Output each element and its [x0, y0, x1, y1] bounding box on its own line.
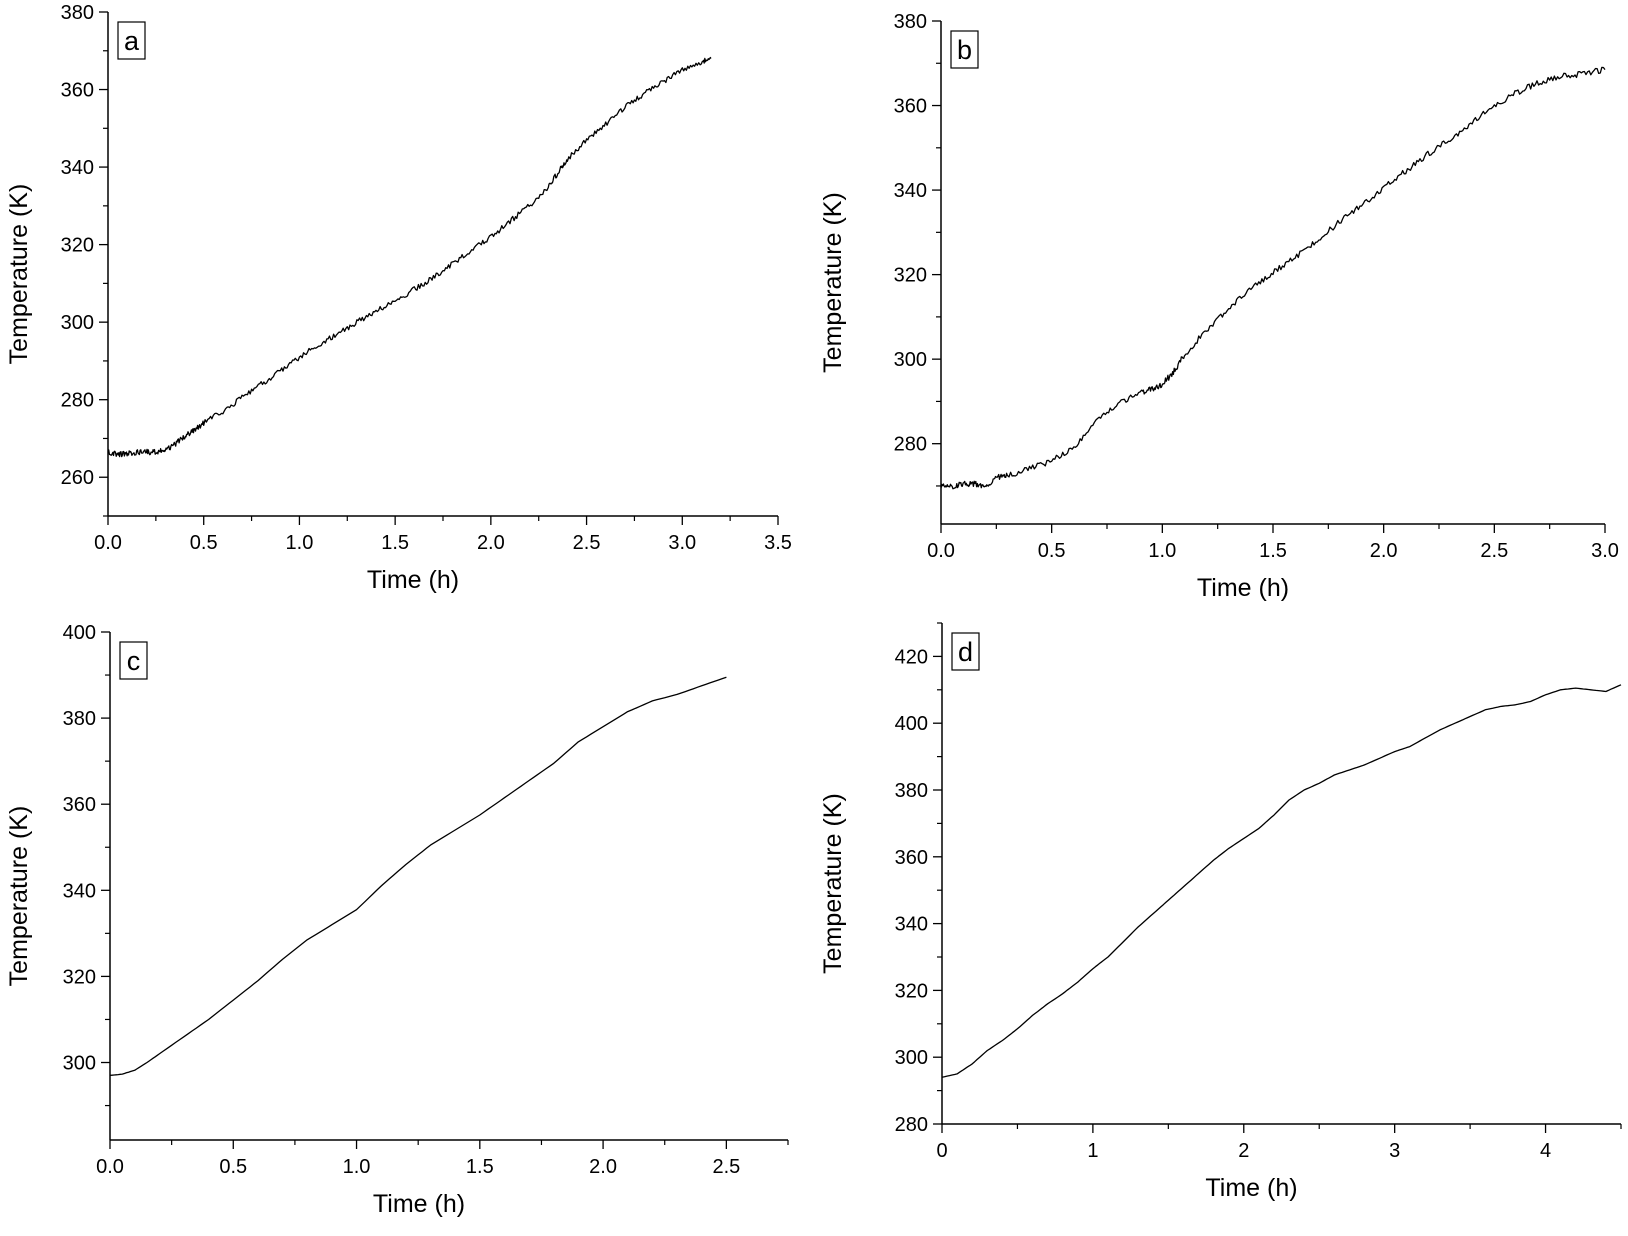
panel-label-box	[117, 21, 146, 60]
y-tick-label: 360	[63, 794, 96, 816]
x-tick-label: 3.5	[764, 532, 792, 554]
x-tick-label: 0	[936, 1140, 947, 1162]
y-tick-label: 340	[894, 180, 927, 202]
chart-svg: 0 1 2 3 4 280 300 320 340 360 380 400 420 Time (h) Tem…	[819, 622, 1622, 1202]
x-tick-label: 0.0	[94, 532, 122, 554]
y-tick-label: 360	[61, 80, 94, 102]
x-tick-label: 0.0	[96, 1156, 124, 1178]
panel-c: 0.0 0.5 1.0 1.5 2.0 2.5 300 320 340 360 380 400 Time…	[0, 615, 814, 1231]
x-tick-label: 2.5	[712, 1156, 740, 1178]
y-tick-label: 380	[61, 2, 94, 24]
panel-label-box	[951, 632, 980, 671]
panel-d: 0 1 2 3 4 280 300 320 340 360 380 400 420 Time (h) Tem…	[814, 615, 1628, 1231]
x-axis-label: Time (h)	[1205, 1174, 1297, 1202]
series-line-0	[941, 684, 1622, 1078]
x-tick-label: 1.5	[1259, 540, 1287, 562]
series-line-0	[940, 66, 1606, 490]
y-tick-label: 380	[895, 780, 928, 802]
panel-a: 0.0 0.5 1.0 1.5 2.0 2.5 3.0 3.5 260 280 300 320 340 3…	[0, 0, 814, 610]
y-tick-label: 420	[895, 646, 928, 668]
panel-label: a	[124, 26, 140, 56]
x-tick-label: 2.0	[589, 1156, 617, 1178]
y-tick-label: 280	[895, 1114, 928, 1136]
x-tick-label: 3	[1389, 1140, 1400, 1162]
y-tick-label: 320	[63, 966, 96, 988]
y-tick-label: 380	[63, 708, 96, 730]
y-tick-label: 400	[895, 713, 928, 735]
x-tick-label: 1.0	[286, 532, 314, 554]
x-tick-label: 0.5	[1038, 540, 1066, 562]
chart-svg: 0.0 0.5 1.0 1.5 2.0 2.5 300 320 340 360 380 400 Time…	[5, 622, 789, 1218]
y-tick-label: 340	[61, 157, 94, 179]
x-tick-label: 2.5	[573, 532, 601, 554]
y-tick-label: 340	[895, 914, 928, 936]
panel-label: b	[957, 35, 972, 65]
x-axis-label: Time (h)	[1197, 574, 1289, 602]
x-tick-label: 1.0	[1148, 540, 1176, 562]
panel-label: d	[958, 637, 973, 667]
y-tick-label: 320	[894, 265, 927, 287]
y-tick-label: 280	[61, 390, 94, 412]
panel-label: c	[127, 646, 141, 676]
x-axis-label: Time (h)	[373, 1190, 465, 1218]
chart-svg: 0.0 0.5 1.0 1.5 2.0 2.5 3.0 3.5 260 280 300 320 340 3…	[5, 2, 792, 594]
series-line-0	[107, 56, 712, 458]
x-tick-label: 1	[1087, 1140, 1098, 1162]
y-axis-label: Temperature (K)	[5, 184, 33, 365]
x-tick-label: 1.5	[466, 1156, 494, 1178]
x-tick-label: 3.0	[1591, 540, 1619, 562]
x-tick-label: 4	[1540, 1140, 1551, 1162]
y-axis-label: Temperature (K)	[819, 793, 847, 974]
y-tick-label: 320	[61, 235, 94, 257]
y-tick-label: 380	[894, 11, 927, 33]
y-tick-label: 260	[61, 467, 94, 489]
y-tick-label: 360	[895, 847, 928, 869]
x-tick-label: 1.0	[343, 1156, 371, 1178]
y-tick-label: 300	[63, 1053, 96, 1075]
x-tick-label: 0.0	[927, 540, 955, 562]
x-tick-label: 0.5	[219, 1156, 247, 1178]
x-tick-label: 2.0	[477, 532, 505, 554]
x-tick-label: 2	[1238, 1140, 1249, 1162]
y-tick-label: 300	[895, 1047, 928, 1069]
y-axis-label: Temperature (K)	[819, 192, 847, 373]
y-tick-label: 300	[61, 312, 94, 334]
x-tick-label: 2.5	[1480, 540, 1508, 562]
y-tick-label: 340	[63, 880, 96, 902]
x-tick-label: 0.5	[190, 532, 218, 554]
chart-svg: 0.0 0.5 1.0 1.5 2.0 2.5 3.0 280 300 320 340 360 380 T…	[819, 11, 1619, 602]
series-line-0	[109, 676, 727, 1077]
panel-label-box	[950, 30, 979, 69]
y-tick-label: 360	[894, 96, 927, 118]
y-axis-label: Temperature (K)	[5, 806, 33, 987]
y-tick-label: 400	[63, 622, 96, 644]
panel-b: 0.0 0.5 1.0 1.5 2.0 2.5 3.0 280 300 320 340 360 380 T…	[814, 0, 1628, 610]
y-tick-label: 320	[895, 980, 928, 1002]
x-tick-label: 1.5	[381, 532, 409, 554]
x-tick-label: 2.0	[1370, 540, 1398, 562]
x-axis-label: Time (h)	[367, 566, 459, 594]
panel-label-box	[119, 641, 148, 680]
x-tick-label: 3.0	[668, 532, 696, 554]
y-tick-label: 300	[894, 349, 927, 371]
y-tick-label: 280	[894, 434, 927, 456]
